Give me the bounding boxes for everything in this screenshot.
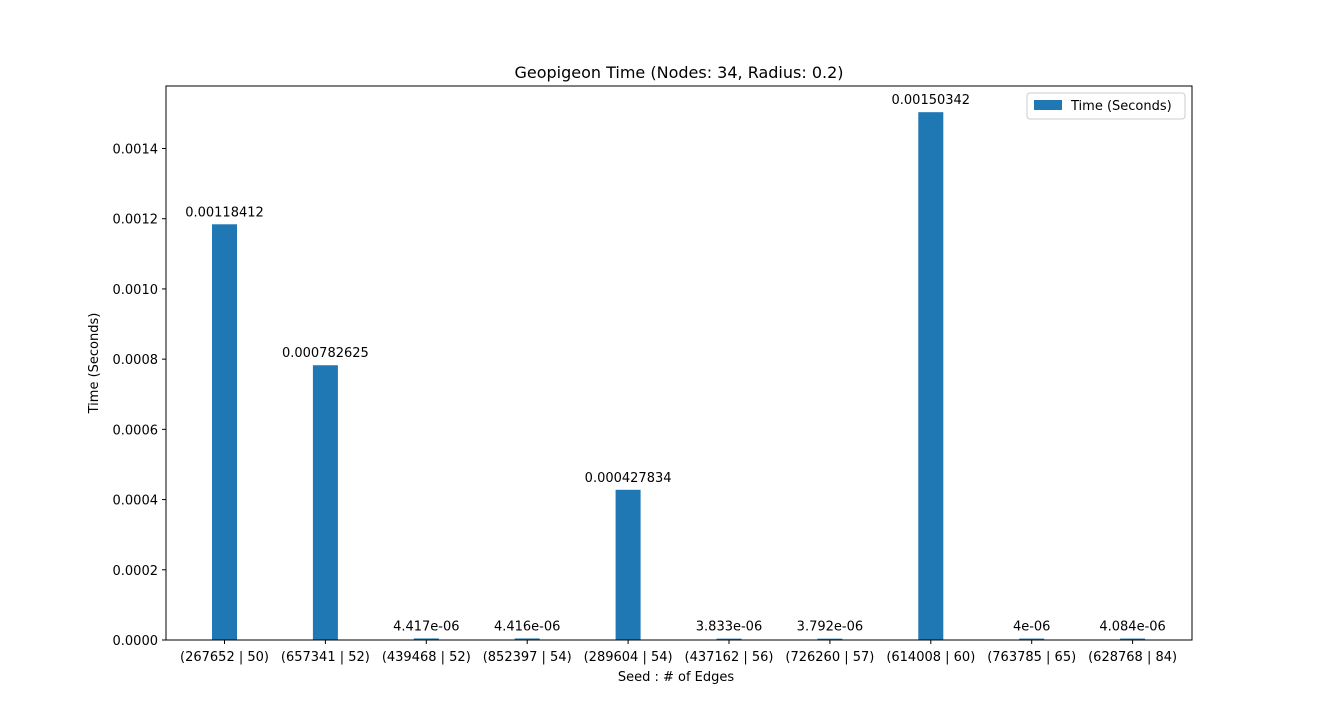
y-tick-label: 0.0010 <box>113 283 159 298</box>
chart-title: Geopigeon Time (Nodes: 34, Radius: 0.2) <box>514 63 843 82</box>
bar <box>312 365 338 640</box>
legend-label: Time (Seconds) <box>1070 99 1172 114</box>
plot-frame <box>165 85 1193 641</box>
bar-value-label: 4.084e-06 <box>1099 620 1165 635</box>
y-tick-label: 0.0004 <box>113 494 159 509</box>
bar <box>615 489 641 640</box>
bar-value-label: 0.00150342 <box>892 93 971 108</box>
x-tick-label: (628768 | 84) <box>1088 650 1177 665</box>
legend-box <box>1026 92 1186 120</box>
data-labels-group: 0.00118412 0.000782625 4.417e-06 4.416e-06 0… <box>185 93 1166 634</box>
bar <box>1019 638 1045 640</box>
bar-value-label: 4.417e-06 <box>393 619 459 634</box>
x-tick-label: (726260 | 57) <box>785 650 874 665</box>
y-axis: 0.0000 0.0002 0.0004 0.0006 0.0008 0.0010 0.00… <box>113 142 166 649</box>
y-tick-label: 0.0006 <box>113 423 159 438</box>
bar <box>413 638 439 640</box>
bar-value-label: 4e-06 <box>1013 620 1051 635</box>
x-tick-label: (657341 | 52) <box>281 650 370 665</box>
bars-group <box>212 112 1146 640</box>
x-axis-label: Seed : # of Edges <box>618 670 735 685</box>
y-tick-label: 0.0008 <box>113 353 159 368</box>
bar-value-label: 0.000782625 <box>282 346 369 361</box>
bar <box>716 638 742 640</box>
x-tick-label: (763785 | 65) <box>987 650 1076 665</box>
x-tick-label: (439468 | 52) <box>382 650 471 665</box>
y-tick-label: 0.0000 <box>113 634 159 649</box>
x-tick-label: (289604 | 54) <box>584 650 673 665</box>
y-tick-label: 0.0012 <box>113 213 159 228</box>
y-tick-label: 0.0002 <box>113 564 159 579</box>
bar <box>514 638 540 640</box>
y-tick-label: 0.0014 <box>113 142 159 157</box>
bar-value-label: 3.792e-06 <box>797 620 863 635</box>
bar <box>918 112 944 640</box>
x-tick-label: (267652 | 50) <box>180 650 269 665</box>
x-tick-label: (614008 | 60) <box>886 650 975 665</box>
bar-value-label: 3.833e-06 <box>696 620 762 635</box>
bar-value-label: 0.000427834 <box>585 471 672 486</box>
x-tick-label: (852397 | 54) <box>483 650 572 665</box>
bar-value-label: 4.416e-06 <box>494 619 560 634</box>
bar-value-label: 0.00118412 <box>185 205 264 220</box>
x-axis: (267652 | 50) (657341 | 52) (439468 | 52) (… <box>180 640 1177 665</box>
y-axis-label: Time (Seconds) <box>87 313 102 415</box>
bar <box>212 224 237 640</box>
legend: Time (Seconds) <box>1026 92 1186 120</box>
bar <box>817 638 843 640</box>
x-tick-label: (437162 | 56) <box>685 650 774 665</box>
bar <box>1120 638 1146 640</box>
legend-swatch <box>1034 100 1062 110</box>
